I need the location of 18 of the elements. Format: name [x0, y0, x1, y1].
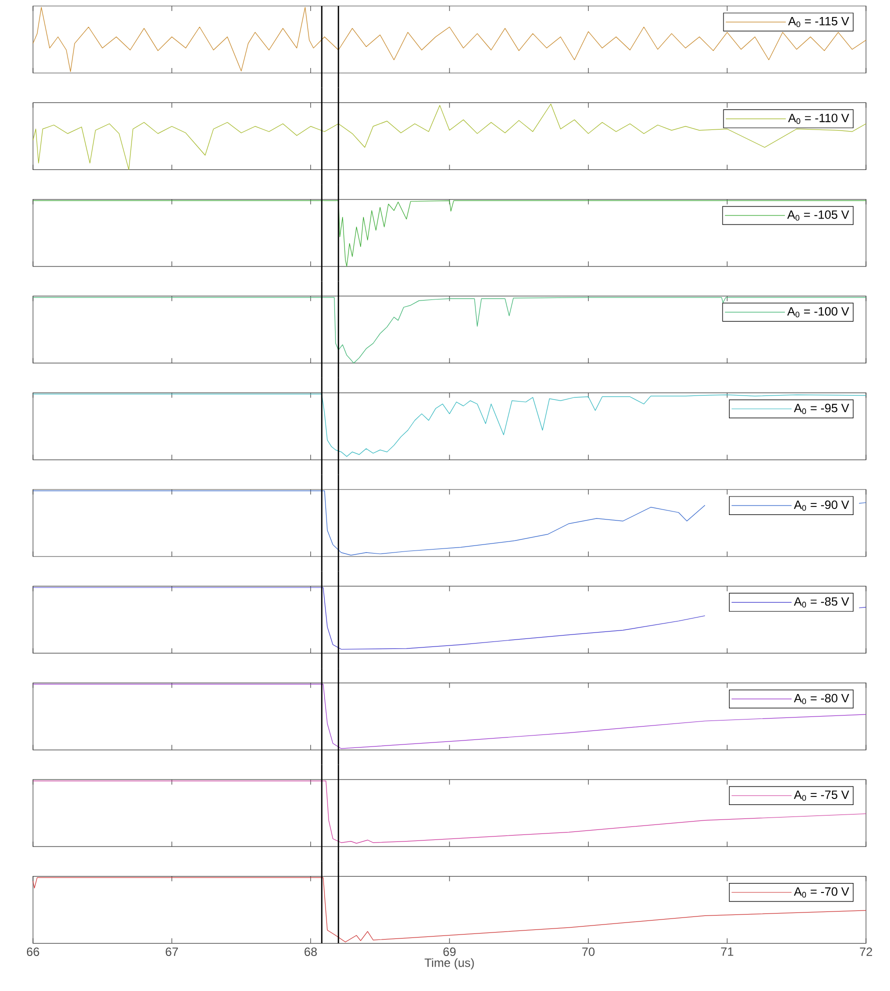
legend-label: A$_{0}$ = -100 V: [787, 307, 850, 318]
x-tick-label: 72: [860, 948, 872, 956]
x-tick-label: 68: [304, 948, 317, 956]
legend-label: A$_{0}$ = -105 V: [787, 210, 850, 221]
x-tick-label: 70: [582, 948, 595, 956]
x-tick-label: 66: [26, 948, 40, 956]
x-tick-label: 71: [721, 948, 734, 956]
legend-label: A$_{0}$ = -75 V: [794, 790, 850, 801]
x-axis-title: Time (us): [424, 958, 474, 970]
legend-label: A$_{0}$ = -80 V: [794, 694, 850, 704]
legend-label: A$_{0}$ = -70 V: [794, 887, 850, 898]
x-tick-label: 67: [166, 948, 178, 956]
legend-label: A$_{0}$ = -95 V: [794, 404, 850, 414]
legend-label: A$_{0}$ = -110 V: [788, 114, 850, 124]
legend-label: A$_{0}$ = -115 V: [788, 17, 850, 28]
series-label: A$_{0}$ = -90 V: [794, 500, 850, 511]
x-tick-label: 69: [443, 948, 456, 956]
legend-label: A$_{0}$ = -85 V: [794, 597, 850, 608]
